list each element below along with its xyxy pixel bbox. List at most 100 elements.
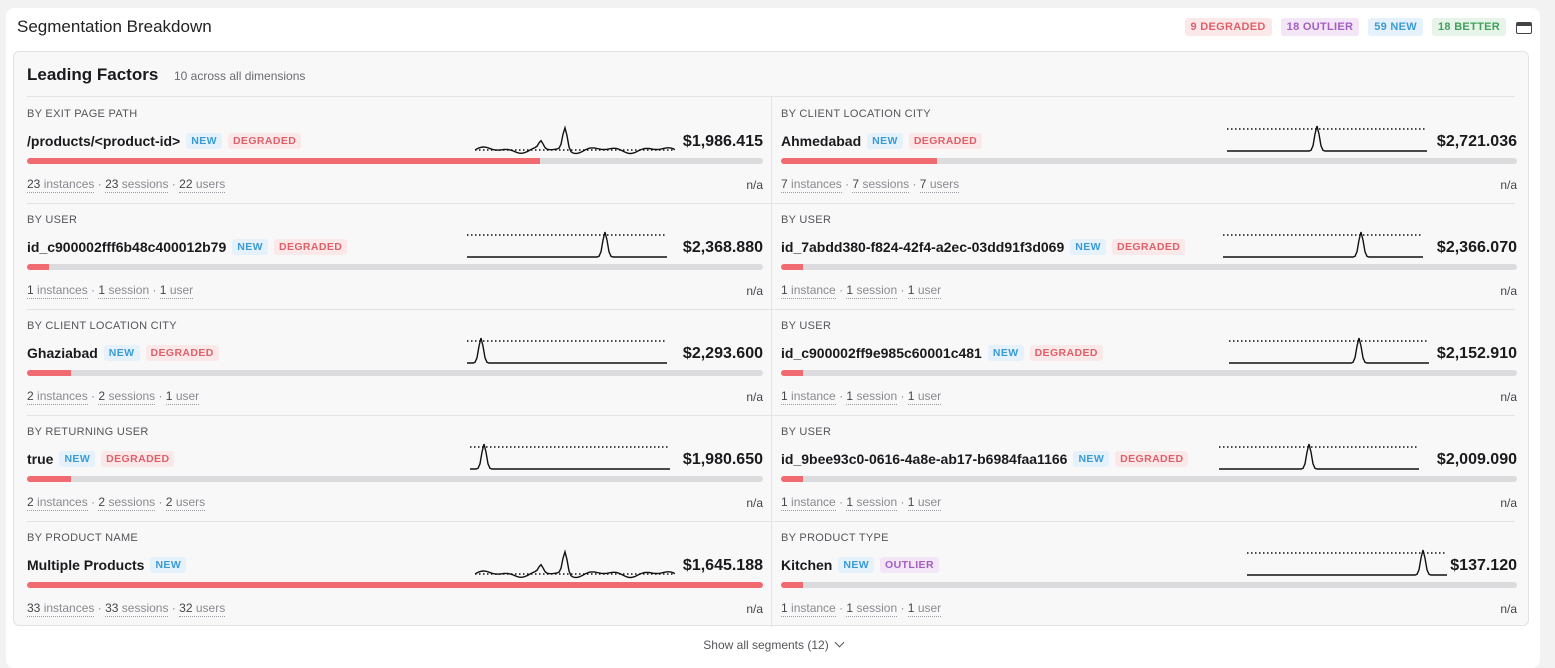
users-stat[interactable]: 32 users — [179, 601, 226, 617]
sessions-stat[interactable]: 1 session — [846, 283, 898, 299]
stat-separator: · — [87, 283, 99, 297]
sessions-stat[interactable]: 1 session — [98, 283, 150, 299]
factor-name: Ghaziabad — [27, 345, 98, 361]
stat-count: 1 — [781, 495, 788, 509]
users-stat[interactable]: 22 users — [179, 177, 226, 193]
factor-name-row: true NEW DEGRADED — [27, 451, 175, 467]
factor-item[interactable]: BY CLIENT LOCATION CITY Ahmedabad NEW DEGRA… — [781, 97, 1517, 203]
leading-factors-card: Leading Factors 10 across all dimensions… — [13, 51, 1529, 627]
row-divider — [27, 415, 1515, 416]
instances-stat[interactable]: 1 instance — [781, 283, 836, 299]
factor-item[interactable]: BY RETURNING USER true NEW DEGRADED $1,980.6… — [27, 415, 763, 521]
impact-bar-fill — [781, 370, 804, 376]
stat-label: user — [917, 283, 942, 297]
row-divider — [27, 203, 1515, 204]
instances-stat[interactable]: 23 instances — [27, 177, 95, 193]
stat-label: sessions — [121, 601, 169, 615]
factor-item[interactable]: BY USER id_c900002fff6b48c400012b79 NEW DEG… — [27, 203, 763, 309]
stat-count: 22 — [179, 177, 193, 191]
stat-count: 1 — [781, 283, 788, 297]
factor-change: n/a — [1500, 390, 1517, 404]
new-tag: NEW — [103, 345, 140, 361]
stat-label: users — [175, 495, 206, 509]
factor-dimension: BY CLIENT LOCATION CITY — [27, 320, 177, 332]
stat-separator: · — [87, 389, 99, 403]
stat-separator: · — [897, 601, 908, 615]
users-stat[interactable]: 1 user — [907, 283, 942, 299]
stat-count: 1 — [907, 601, 915, 615]
stat-label: session — [108, 283, 150, 297]
sessions-stat[interactable]: 1 session — [846, 389, 898, 405]
stat-count: 23 — [27, 177, 41, 191]
instances-stat[interactable]: 7 instances — [781, 177, 842, 193]
sessions-stat[interactable]: 2 sessions — [98, 495, 156, 511]
sessions-stat[interactable]: 1 session — [846, 495, 898, 511]
users-stat[interactable]: 1 user — [165, 389, 200, 405]
stat-label: user — [917, 601, 942, 615]
instances-stat[interactable]: 2 instances — [27, 389, 88, 405]
new-count-badge[interactable]: 59 NEW — [1368, 18, 1423, 36]
users-stat[interactable]: 2 users — [165, 495, 206, 511]
sparkline-series — [467, 231, 667, 258]
sessions-stat[interactable]: 33 sessions — [105, 601, 169, 617]
factor-item[interactable]: BY USER id_c900002ff9e985c60001c481 NEW DEG… — [781, 309, 1517, 415]
factor-sparkline — [1227, 125, 1427, 152]
users-stat[interactable]: 1 user — [907, 495, 942, 511]
instances-stat[interactable]: 2 instances — [27, 495, 88, 511]
instances-stat[interactable]: 1 instance — [781, 389, 836, 405]
stat-label: instances — [37, 389, 88, 403]
factor-change: n/a — [1500, 496, 1517, 510]
impact-bar-fill — [27, 264, 50, 270]
users-stat[interactable]: 1 user — [907, 389, 942, 405]
factor-value: $1,980.650 — [682, 451, 763, 468]
stat-label: user — [175, 389, 200, 403]
card-subtitle: 10 across all dimensions — [174, 69, 306, 83]
factor-change: n/a — [1500, 602, 1517, 616]
sessions-stat[interactable]: 1 session — [846, 601, 898, 617]
sessions-stat[interactable]: 7 sessions — [852, 177, 910, 193]
new-tag: NEW — [150, 557, 187, 573]
stat-separator: · — [155, 495, 166, 509]
sessions-stat[interactable]: 2 sessions — [98, 389, 156, 405]
degraded-count-badge[interactable]: 9 DEGRADED — [1184, 18, 1272, 36]
factor-item[interactable]: BY PRODUCT NAME Multiple Products NEW $1,64… — [27, 521, 763, 627]
new-tag: NEW — [867, 133, 903, 149]
factor-value: $2,721.036 — [1436, 133, 1517, 150]
impact-bar-fill — [781, 476, 804, 482]
stat-separator: · — [897, 283, 908, 297]
stat-count: 1 — [165, 389, 173, 403]
factor-name: id_c900002ff9e985c60001c481 — [781, 345, 982, 361]
users-stat[interactable]: 1 user — [907, 601, 942, 617]
sparkline-series — [1219, 443, 1419, 470]
users-stat[interactable]: 7 users — [919, 177, 960, 193]
instances-stat[interactable]: 1 instance — [781, 601, 836, 617]
window-collapse-icon[interactable] — [1516, 22, 1532, 34]
outlier-count-badge[interactable]: 18 OUTLIER — [1280, 18, 1360, 36]
factor-sparkline — [1247, 549, 1447, 576]
factor-item[interactable]: BY CLIENT LOCATION CITY Ghaziabad NEW DEGRA… — [27, 309, 763, 415]
factor-name-row: Ahmedabad NEW DEGRADED — [781, 133, 983, 149]
factor-item[interactable]: BY USER id_7abdd380-f824-42f4-a2ec-03dd91… — [781, 203, 1517, 309]
segmentation-panel: Segmentation Breakdown 9 DEGRADED 18 OUT… — [6, 8, 1540, 668]
factor-stats: 33 instances · 33 sessions · 32 users — [27, 601, 226, 617]
factor-name: Multiple Products — [27, 557, 145, 573]
factor-name-row: Kitchen NEW OUTLIER — [781, 557, 939, 573]
factor-name-row: id_c900002fff6b48c400012b79 NEW DEGRADED — [27, 239, 348, 255]
show-all-segments-button[interactable]: Show all segments (12) — [6, 637, 1540, 652]
degraded-tag: DEGRADED — [1111, 239, 1186, 255]
users-stat[interactable]: 1 user — [159, 283, 194, 299]
stat-label: sessions — [862, 177, 910, 191]
factor-change: n/a — [746, 284, 763, 298]
instances-stat[interactable]: 1 instance — [781, 495, 836, 511]
factor-item[interactable]: BY EXIT PAGE PATH/products/<product-id> N… — [27, 97, 763, 203]
new-tag: NEW — [186, 133, 222, 149]
factor-sparkline — [1229, 337, 1429, 364]
instances-stat[interactable]: 33 instances — [27, 601, 95, 617]
factor-item[interactable]: BY USER id_9bee93c0-0616-4a8e-ab17-b6984f… — [781, 415, 1517, 521]
better-count-badge[interactable]: 18 BETTER — [1432, 18, 1506, 36]
factor-item[interactable]: BY PRODUCT TYPE Kitchen NEW OUTLIER $137.120… — [781, 521, 1517, 627]
sessions-stat[interactable]: 23 sessions — [105, 177, 169, 193]
instances-stat[interactable]: 1 instances — [27, 283, 88, 299]
factor-name: Ahmedabad — [781, 133, 862, 149]
stat-count: 2 — [98, 495, 106, 509]
